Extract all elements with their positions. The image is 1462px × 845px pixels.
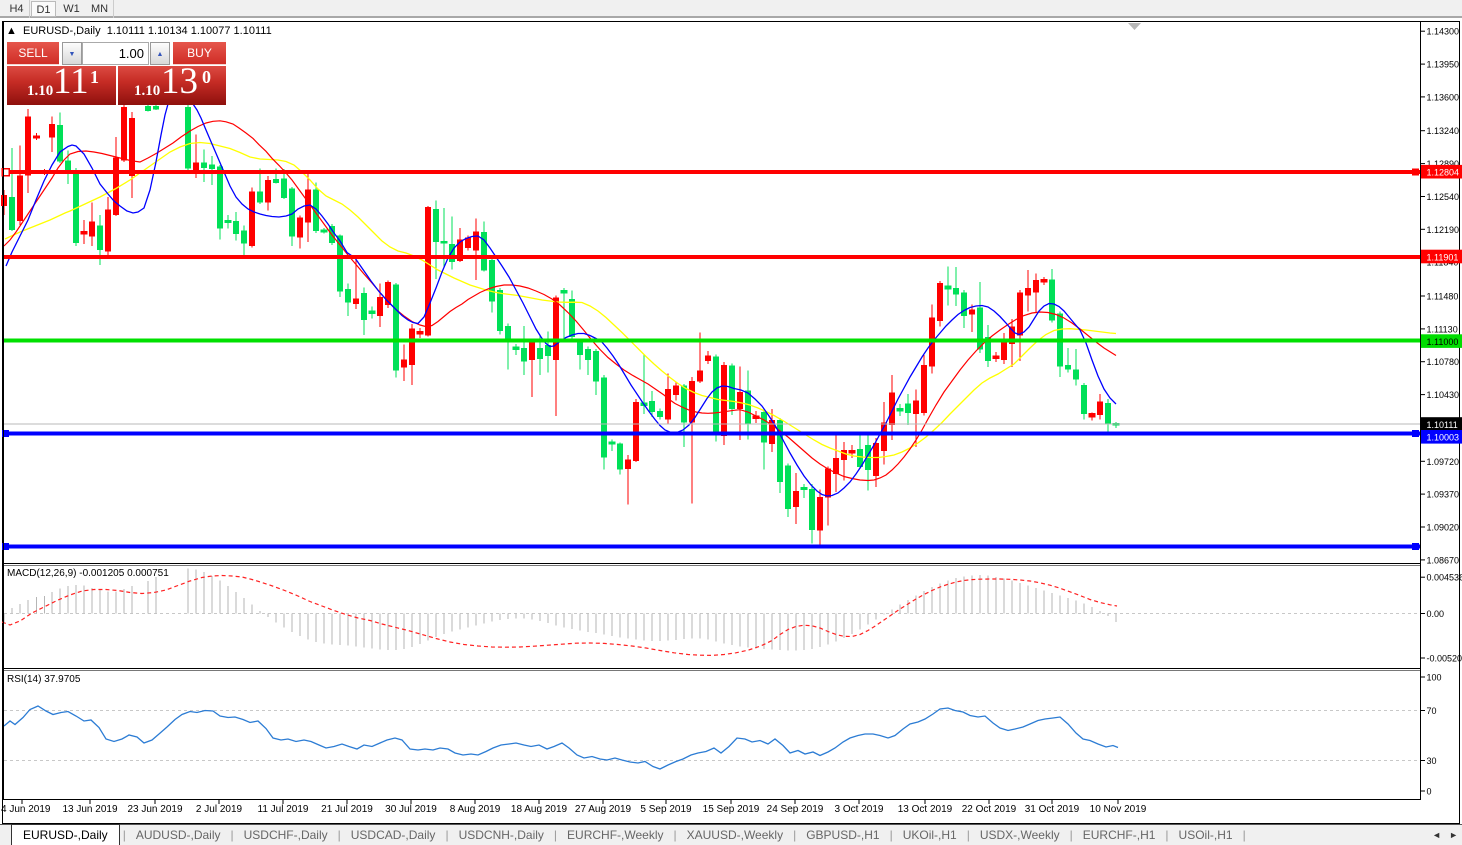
svg-text:13 Jun 2019: 13 Jun 2019 [62, 804, 117, 815]
svg-text:23 Jun 2019: 23 Jun 2019 [127, 804, 182, 815]
svg-text:1.12804: 1.12804 [1427, 168, 1460, 178]
svg-text:1.10780: 1.10780 [1427, 357, 1460, 367]
svg-text:31 Oct 2019: 31 Oct 2019 [1025, 804, 1080, 815]
svg-text:1.12890: 1.12890 [1427, 159, 1460, 169]
svg-text:1.10003: 1.10003 [1427, 433, 1460, 443]
svg-text:1.10430: 1.10430 [1427, 390, 1460, 400]
svg-text:3 Oct 2019: 3 Oct 2019 [835, 804, 884, 815]
svg-text:100: 100 [1427, 673, 1442, 683]
svg-text:15 Sep 2019: 15 Sep 2019 [703, 804, 760, 815]
svg-text:10 Nov 2019: 10 Nov 2019 [1090, 804, 1147, 815]
svg-text:2 Jul 2019: 2 Jul 2019 [196, 804, 243, 815]
svg-text:13 Oct 2019: 13 Oct 2019 [898, 804, 953, 815]
svg-text:1.13600: 1.13600 [1427, 92, 1460, 102]
svg-text:1.09020: 1.09020 [1427, 523, 1460, 533]
svg-text:70: 70 [1427, 706, 1437, 716]
svg-text:1.10111: 1.10111 [1427, 420, 1458, 430]
svg-text:1.09720: 1.09720 [1427, 457, 1460, 467]
svg-text:0.004536: 0.004536 [1427, 573, 1462, 583]
svg-text:22 Oct 2019: 22 Oct 2019 [962, 804, 1017, 815]
svg-text:1.08670: 1.08670 [1427, 555, 1460, 565]
svg-text:30: 30 [1427, 756, 1437, 766]
svg-text:1.13950: 1.13950 [1427, 60, 1460, 70]
svg-text:1.09370: 1.09370 [1427, 490, 1460, 500]
svg-text:1.12540: 1.12540 [1427, 192, 1460, 202]
svg-text:8 Aug 2019: 8 Aug 2019 [450, 804, 501, 815]
svg-text:-0.005205: -0.005205 [1427, 654, 1462, 664]
svg-text:4 Jun 2019: 4 Jun 2019 [1, 804, 51, 815]
svg-text:1.11000: 1.11000 [1427, 337, 1459, 347]
svg-text:18 Aug 2019: 18 Aug 2019 [511, 804, 568, 815]
svg-text:27 Aug 2019: 27 Aug 2019 [575, 804, 632, 815]
svg-text:1.14300: 1.14300 [1427, 27, 1460, 37]
svg-text:1.11130: 1.11130 [1427, 324, 1458, 334]
svg-text:1.12190: 1.12190 [1427, 225, 1460, 235]
svg-text:30 Jul 2019: 30 Jul 2019 [385, 804, 437, 815]
svg-text:5 Sep 2019: 5 Sep 2019 [640, 804, 692, 815]
svg-text:21 Jul 2019: 21 Jul 2019 [321, 804, 373, 815]
svg-text:1.11480: 1.11480 [1427, 292, 1459, 302]
svg-text:1.13240: 1.13240 [1427, 126, 1460, 136]
svg-text:0: 0 [1427, 787, 1432, 797]
svg-text:1.11901: 1.11901 [1427, 252, 1459, 262]
svg-text:24 Sep 2019: 24 Sep 2019 [767, 804, 824, 815]
svg-text:11 Jul 2019: 11 Jul 2019 [258, 804, 309, 815]
svg-text:0.00: 0.00 [1427, 609, 1445, 619]
